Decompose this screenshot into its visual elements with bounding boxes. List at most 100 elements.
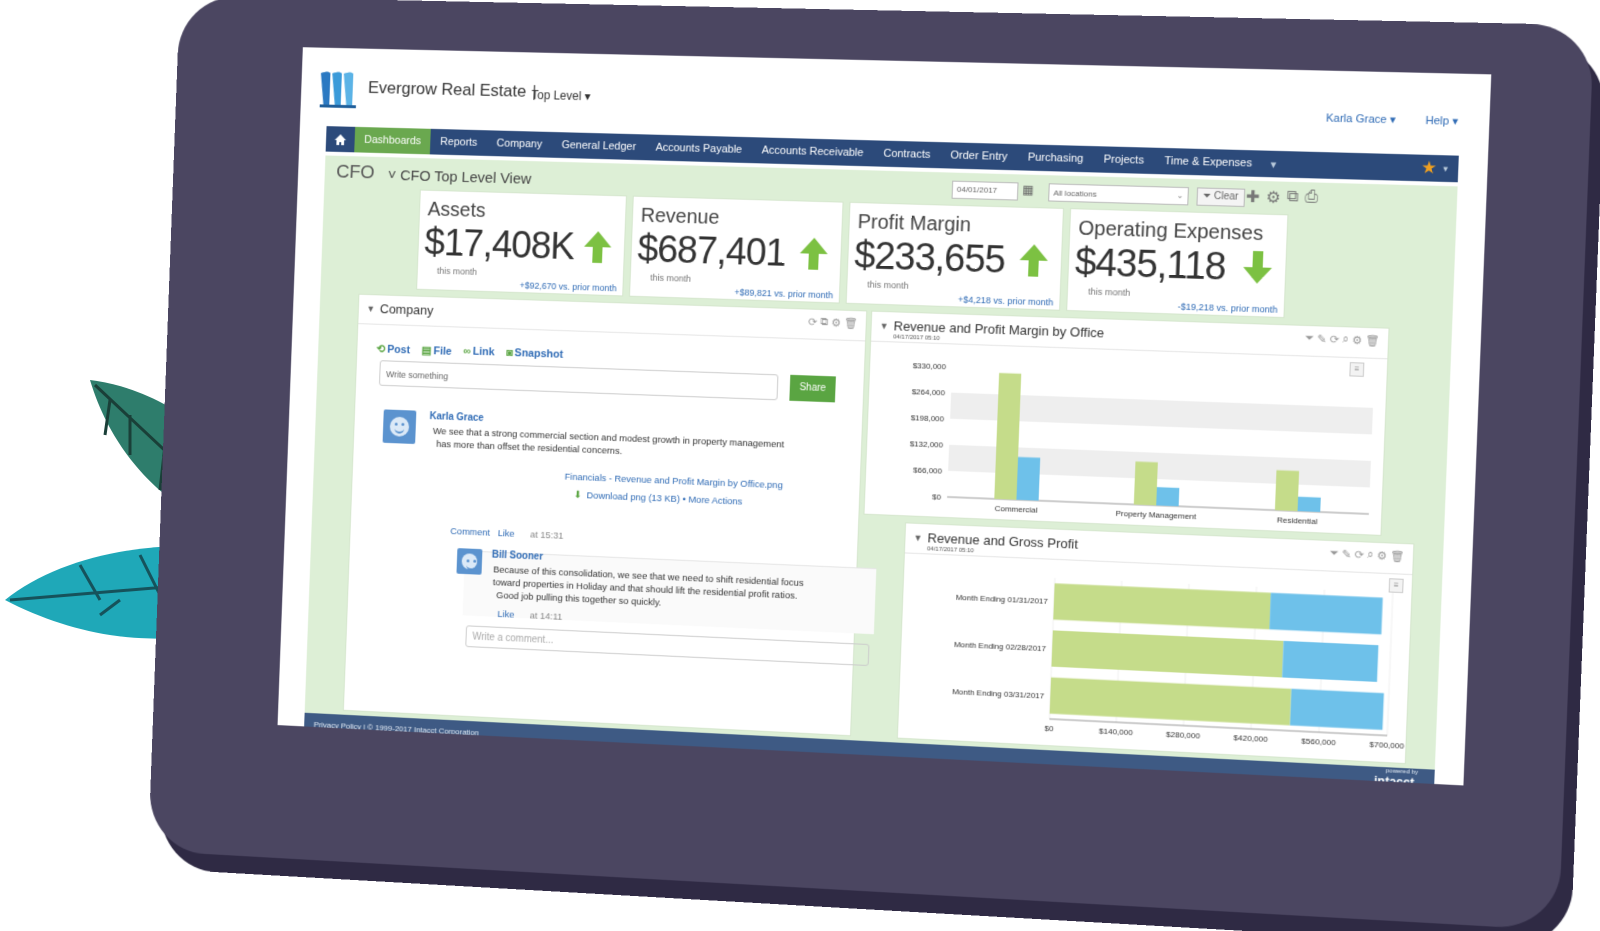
gear-icon[interactable]: ⚙ — [1376, 549, 1387, 563]
nav-order-entry[interactable]: Order Entry — [940, 142, 1018, 170]
gear-icon[interactable]: ⚙ — [1352, 334, 1363, 348]
copy-icon[interactable]: ⧉ — [1286, 188, 1299, 209]
filter-icon[interactable]: ⏷ — [1329, 547, 1339, 561]
comment-input[interactable]: Write a comment... — [465, 625, 869, 666]
company-panel: ▼ Company ⟳ ⧉ ⚙ 🗑 ⟲Post ▤File ∞Link ◙Sna… — [343, 294, 867, 737]
pencil-icon[interactable]: ✎ — [1317, 332, 1327, 346]
add-icon[interactable]: ✚ — [1246, 187, 1261, 208]
chevron-down-icon: ˅ — [387, 167, 396, 184]
chevron-down-icon: ⌄ — [1176, 191, 1183, 200]
nav-contracts[interactable]: Contracts — [873, 140, 941, 168]
post-author[interactable]: Karla Grace — [429, 411, 483, 424]
nav-accounts-payable[interactable]: Accounts Payable — [645, 134, 752, 163]
refresh-icon[interactable]: ⟳ — [1354, 548, 1364, 562]
entity-level-label: Top Level — [531, 88, 581, 103]
kpi-comparison: -$19,218 vs. prior month — [1177, 301, 1277, 314]
nav-purchasing[interactable]: Purchasing — [1017, 144, 1094, 172]
y-tick-label: Month Ending 03/31/2017 — [952, 687, 1044, 701]
dashboard-view-name: CFO Top Level View — [400, 167, 532, 187]
x-tick-label: Property Management — [1115, 509, 1197, 522]
help-label: Help — [1425, 115, 1449, 128]
kpi-period: this month — [650, 273, 691, 284]
post-input[interactable]: Write something — [379, 360, 779, 400]
comment-link[interactable]: Comment — [450, 526, 490, 539]
user-name: Karla Grace — [1326, 112, 1387, 126]
tab-post[interactable]: ⟲Post — [376, 342, 410, 356]
nav-company[interactable]: Company — [486, 130, 552, 157]
y-tick-label: Month Ending 02/28/2017 — [954, 640, 1046, 653]
y-tick-label: $264,000 — [912, 387, 946, 397]
panel-title: Company — [380, 301, 434, 318]
like-link[interactable]: Like — [498, 528, 515, 540]
y-tick-label: $132,000 — [910, 439, 944, 449]
print-icon[interactable]: ⎙ — [1304, 188, 1318, 209]
tab-link[interactable]: ∞Link — [463, 345, 495, 359]
clear-filter-button[interactable]: ⏷ Clear — [1196, 187, 1245, 207]
search-icon[interactable]: ⌕ — [1367, 549, 1374, 563]
trash-icon[interactable]: 🗑 — [1390, 550, 1405, 564]
kpi-card-operating-expenses[interactable]: Operating Expenses $435,118 this month -… — [1066, 208, 1288, 318]
home-icon[interactable] — [326, 126, 356, 152]
y-tick-label: $198,000 — [911, 413, 945, 423]
y-tick-label: Month Ending 01/31/2017 — [956, 593, 1048, 606]
x-tick-label: Commercial — [994, 504, 1038, 515]
help-menu[interactable]: Help ▾ — [1425, 114, 1458, 128]
collapse-caret-icon[interactable]: ▼ — [366, 304, 375, 314]
trash-icon[interactable]: 🗑 — [1365, 334, 1380, 348]
kpi-card-revenue[interactable]: Revenue $687,401 this month +$89,821 vs.… — [629, 196, 844, 304]
x-tick-label: $140,000 — [1099, 726, 1134, 737]
kpi-comparison: +$4,218 vs. prior month — [958, 294, 1054, 307]
filter-icon[interactable]: ⏷ — [1305, 332, 1315, 346]
location-select[interactable]: All locations ⌄ — [1048, 183, 1189, 205]
nav-time-expenses[interactable]: Time & Expenses — [1154, 148, 1263, 177]
panel-date: 04/17/2017 05:10 — [893, 334, 940, 342]
dashboard-view-selector[interactable]: ˅ CFO Top Level View — [387, 167, 531, 188]
chevron-down-icon[interactable]: ▾ — [1443, 155, 1459, 182]
nav-dashboards[interactable]: Dashboards — [354, 127, 431, 155]
y-tick-label: $66,000 — [913, 465, 943, 475]
collapse-caret-icon[interactable]: ▼ — [879, 321, 888, 331]
revenue-gross-profit-chart: $0 $140,000 $280,000 $420,000 $560,000 $700,0… — [898, 553, 1412, 763]
reply-meta: Like at 14:11 — [497, 609, 562, 623]
collapse-caret-icon[interactable]: ▼ — [913, 533, 922, 543]
x-tick-label: $420,000 — [1233, 733, 1268, 744]
attachment-link[interactable]: Financials - Revenue and Profit Margin b… — [564, 472, 783, 492]
nav-projects[interactable]: Projects — [1093, 146, 1155, 174]
nav-accounts-receivable[interactable]: Accounts Receivable — [751, 137, 874, 166]
calendar-icon[interactable]: ▦ — [1022, 183, 1034, 197]
download-label: Download png (13 KB) • More Actions — [586, 490, 742, 507]
post-tabs: ⟲Post ▤File ∞Link ◙Snapshot — [376, 342, 563, 361]
trash-icon[interactable]: 🗑 — [844, 317, 858, 330]
nav-general-ledger[interactable]: General Ledger — [551, 132, 646, 160]
kpi-card-profit-margin[interactable]: Profit Margin $233,655 this month +$4,21… — [846, 202, 1064, 311]
pencil-icon[interactable]: ✎ — [1342, 548, 1352, 562]
tab-snapshot[interactable]: ◙Snapshot — [506, 347, 563, 362]
smiley-icon — [390, 417, 410, 437]
date-field[interactable]: 04/01/2017 — [952, 181, 1019, 201]
arrow-up-icon — [1018, 242, 1050, 279]
share-button[interactable]: Share — [789, 375, 836, 403]
gear-icon[interactable]: ⚙ — [1265, 187, 1281, 208]
entity-level-dropdown[interactable]: Top Level ▾ — [531, 88, 590, 103]
like-link[interactable]: Like — [497, 609, 514, 621]
tab-file-label: File — [433, 345, 452, 357]
download-link[interactable]: ⬇ Download png (13 KB) • More Actions — [573, 490, 742, 508]
nav-reports[interactable]: Reports — [430, 129, 487, 156]
nav-more-chevron-icon[interactable]: ▾ — [1262, 151, 1285, 178]
refresh-icon[interactable]: ⟳ — [808, 316, 818, 329]
panel-tools: ⏷ ✎ ⟳ ⌕ ⚙ 🗑 — [1305, 332, 1380, 348]
reply-author[interactable]: Bill Sooner — [492, 550, 543, 563]
kpi-value: $435,118 — [1074, 242, 1226, 290]
popout-icon[interactable]: ⧉ — [820, 316, 828, 329]
tab-file[interactable]: ▤File — [421, 344, 452, 358]
kpi-value: $233,655 — [854, 235, 1006, 283]
bar — [1269, 593, 1382, 635]
bar — [1134, 461, 1158, 505]
refresh-icon[interactable]: ⟳ — [1330, 333, 1340, 347]
star-icon[interactable]: ★ — [1414, 155, 1443, 182]
tab-post-label: Post — [387, 344, 410, 357]
kpi-card-assets[interactable]: Assets $17,408K this month +$92,670 vs. … — [416, 190, 627, 297]
user-menu[interactable]: Karla Grace ▾ — [1326, 111, 1396, 126]
gear-icon[interactable]: ⚙ — [831, 316, 841, 329]
search-icon[interactable]: ⌕ — [1342, 333, 1349, 346]
